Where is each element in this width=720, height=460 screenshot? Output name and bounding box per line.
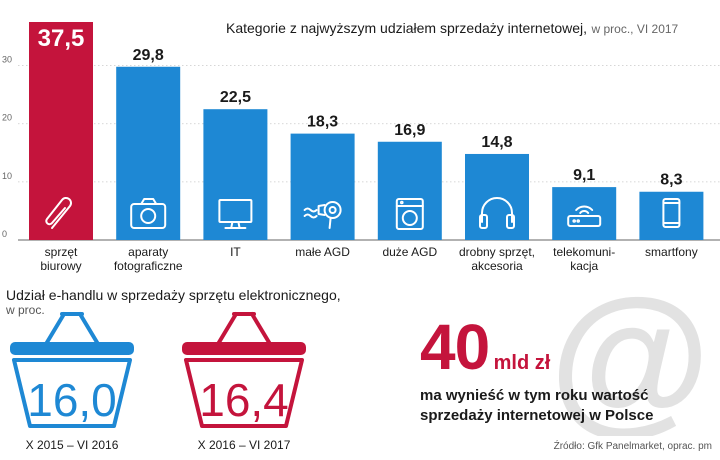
headphones-icon [479, 197, 515, 229]
category-label: telekomuni- [553, 245, 615, 259]
highlight-line-1: ma wynieść w tym roku wartość [420, 387, 649, 404]
bar [465, 153, 529, 240]
basket-value: 16,4 [199, 374, 289, 426]
hairdryer-icon [303, 201, 342, 229]
basket-body [12, 358, 132, 428]
value-labels: 37,5 29,8 22,5 18,3 16,9 14,8 9,1 8,3 [38, 25, 683, 189]
monitor-icon [218, 199, 253, 229]
camera-icon [130, 198, 167, 229]
paperclip-icon [45, 197, 72, 229]
value-label: 18,3 [307, 114, 338, 131]
basket-value: 16,0 [27, 374, 117, 426]
bar [290, 133, 355, 240]
value-label: 9,1 [573, 167, 595, 184]
bars [29, 22, 704, 240]
bar [552, 187, 617, 240]
highlight-unit: mld zł [493, 352, 551, 374]
basket: 16,4 X 2016 – VI 2017 [182, 312, 306, 452]
chart-header: Kategorie z najwyższym udziałem sprzedaż… [226, 20, 678, 38]
basket-period-label: X 2015 – VI 2016 [26, 438, 119, 452]
bar [116, 66, 181, 240]
ehandel-subtitle: w proc. [6, 303, 45, 317]
basket-period-label: X 2016 – VI 2017 [198, 438, 291, 452]
bar [203, 109, 268, 240]
source-note: Źródło: Gfk Panelmarket, oprac. pm [553, 441, 712, 452]
y-tick-label: 10 [2, 171, 12, 181]
washing-machine-icon [395, 198, 424, 230]
category-label: sprzęt [45, 245, 78, 259]
ehandel-title: Udział e-handlu w sprzedaży sprzętu elek… [6, 287, 341, 303]
bar-icons [45, 197, 681, 230]
category-label: IT [230, 245, 241, 259]
value-label: 22,5 [220, 89, 251, 106]
value-label: 8,3 [660, 172, 682, 189]
at-sign-icon: @ [550, 286, 711, 436]
category-label: smartfony [645, 245, 698, 259]
value-label: 14,8 [481, 134, 512, 151]
at-sign-glyph: @ [550, 286, 711, 436]
category-label: aparaty [128, 245, 168, 259]
category-label: duże AGD [382, 245, 437, 259]
basket-body [184, 358, 304, 428]
category-label: biurowy [40, 259, 81, 273]
y-tick-label: 0 [2, 229, 7, 239]
highlight-number: 40 [420, 311, 490, 383]
bar [29, 22, 93, 240]
category-label: małe AGD [295, 245, 350, 259]
chart-subtitle: w proc., VI 2017 [591, 22, 679, 36]
basket-chart: 16,0 X 2015 – VI 2016 16,4 X 2016 – VI 2017 [10, 312, 306, 452]
basket-handle [216, 312, 272, 346]
router-icon [567, 205, 602, 227]
highlight-line-2: sprzedaży internetowej w Polsce [420, 407, 654, 424]
chart-title: Kategorie z najwyższym udziałem sprzedaż… [226, 20, 588, 36]
highlight-description: ma wynieść w tym roku wartość sprzedaży … [420, 386, 653, 426]
value-label: 16,9 [394, 122, 425, 139]
ehandel-header: Udział e-handlu w sprzedaży sprzętu elek… [6, 287, 341, 317]
basket-rim [182, 342, 306, 355]
highlight-figure: 40 mld zł [420, 310, 550, 384]
category-label: kacja [570, 259, 598, 273]
value-label: 37,5 [38, 25, 85, 52]
basket-handle [44, 312, 100, 346]
basket: 16,0 X 2015 – VI 2016 [10, 312, 134, 452]
category-label: akcesoria [471, 259, 523, 273]
y-tick-label: 20 [2, 113, 12, 123]
y-tick-label: 30 [2, 55, 12, 65]
category-label: fotograficzne [114, 259, 183, 273]
baskets: 16,0 X 2015 – VI 2016 16,4 X 2016 – VI 2017 [10, 312, 306, 452]
category-bar-chart: 0 10 20 30 37,5 29,8 22,5 18,3 16,9 14,8 9,1 8,3 s… [2, 22, 720, 273]
bar [377, 141, 442, 240]
basket-rim [10, 342, 134, 355]
y-axis-ticks: 0 10 20 30 [2, 55, 12, 239]
category-label: drobny sprzęt, [459, 245, 535, 259]
value-label: 29,8 [133, 47, 164, 64]
smartphone-icon [662, 198, 681, 228]
